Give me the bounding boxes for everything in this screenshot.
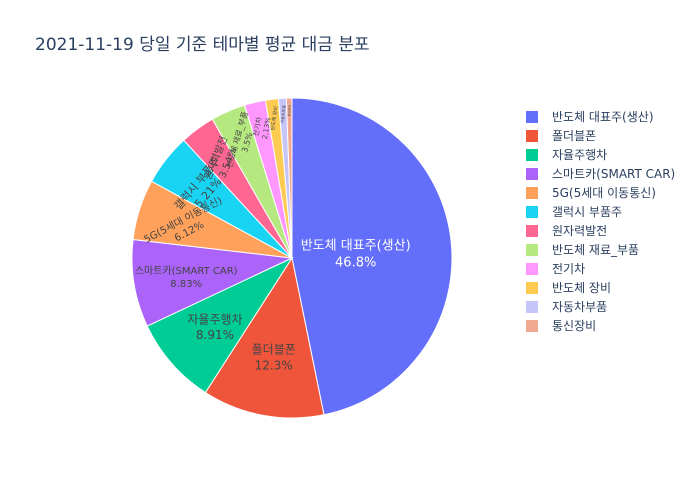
- pie-slice[interactable]: [285, 97, 293, 259]
- legend-label: 반도체 장비: [552, 281, 611, 295]
- legend-label: 갤럭시 부품주: [552, 205, 622, 219]
- legend-label: 자동차부품: [552, 300, 607, 314]
- pie-slice[interactable]: [291, 97, 453, 416]
- legend-item[interactable]: 통신장비: [526, 319, 596, 333]
- legend-swatch: [526, 320, 538, 332]
- legend-item[interactable]: 전기차: [526, 262, 585, 276]
- slice-label-name: 전기차: [251, 116, 263, 137]
- slice-label-percent: 12.3%: [255, 358, 293, 372]
- legend-label: 폴더블폰: [552, 129, 596, 143]
- legend-item[interactable]: 폴더블폰: [526, 129, 596, 143]
- slice-label-name: 자동차부품: [279, 104, 287, 123]
- slice-label-percent: 8.83%: [170, 279, 202, 290]
- legend-item[interactable]: 반도체 재료_부품: [526, 243, 639, 257]
- legend-swatch: [526, 168, 538, 180]
- legend-swatch: [526, 111, 538, 123]
- slice-label-name: 폴더블폰: [252, 343, 296, 357]
- legend-item[interactable]: 반도체 대표주(생산): [526, 110, 654, 124]
- pie-slice[interactable]: [146, 256, 294, 394]
- slice-label-name: 스마트카(SMART CAR): [135, 265, 238, 277]
- legend-swatch: [526, 301, 538, 313]
- legend-item[interactable]: 원자력발전: [526, 224, 607, 238]
- pie-slices: [131, 97, 453, 419]
- legend-label: 스마트카(SMART CAR): [552, 167, 675, 181]
- slice-label-group: 통신장비: [286, 105, 292, 117]
- slice-label-group: 반도체 장비: [269, 106, 279, 131]
- slice-label-group: 반도체 대표주(생산) 46.8%: [301, 239, 411, 271]
- slice-label-percent: 2.13%: [261, 116, 273, 140]
- legend-label: 반도체 재료_부품: [552, 243, 639, 257]
- legend-label: 원자력발전: [552, 224, 607, 238]
- legend-item[interactable]: 자율주행차: [526, 147, 607, 162]
- slice-label-percent: 46.8%: [335, 256, 376, 271]
- pie-slice[interactable]: [204, 256, 325, 419]
- legend-label: 반도체 대표주(생산): [552, 110, 654, 124]
- legend-swatch: [526, 225, 538, 237]
- slice-label-percent: 8.91%: [196, 328, 234, 342]
- legend-item[interactable]: 스마트카(SMART CAR): [526, 167, 675, 181]
- legend-swatch: [526, 282, 538, 294]
- slice-label-name: 반도체 장비: [269, 106, 279, 131]
- legend-swatch: [526, 263, 538, 275]
- legend-label: 통신장비: [552, 319, 596, 333]
- legend-label: 5G(5세대 이동통신): [552, 186, 656, 200]
- legend-item[interactable]: 반도체 장비: [526, 281, 611, 295]
- slice-label-name: 자율주행차: [187, 312, 242, 327]
- slice-label-group: 자동차부품: [279, 104, 287, 123]
- legend-label: 전기차: [552, 262, 585, 276]
- legend-item[interactable]: 갤럭시 부품주: [526, 205, 622, 219]
- legend-item[interactable]: 자동차부품: [526, 300, 607, 314]
- slice-label-name: 통신장비: [286, 105, 292, 117]
- chart-title: 2021-11-19 당일 기준 테마별 평균 대금 분포: [35, 35, 370, 55]
- legend-item[interactable]: 5G(5세대 이동통신): [526, 186, 656, 200]
- pie-slice[interactable]: [131, 238, 294, 327]
- slice-label-name: 반도체 대표주(생산): [301, 239, 411, 254]
- legend-swatch: [526, 187, 538, 199]
- legend-swatch: [526, 130, 538, 142]
- legend-swatch: [526, 244, 538, 256]
- legend-label: 자율주행차: [552, 147, 607, 162]
- slice-label-group: 스마트카(SMART CAR) 8.83%: [135, 265, 238, 290]
- legend-swatch: [526, 206, 538, 218]
- legend-swatch: [526, 149, 538, 161]
